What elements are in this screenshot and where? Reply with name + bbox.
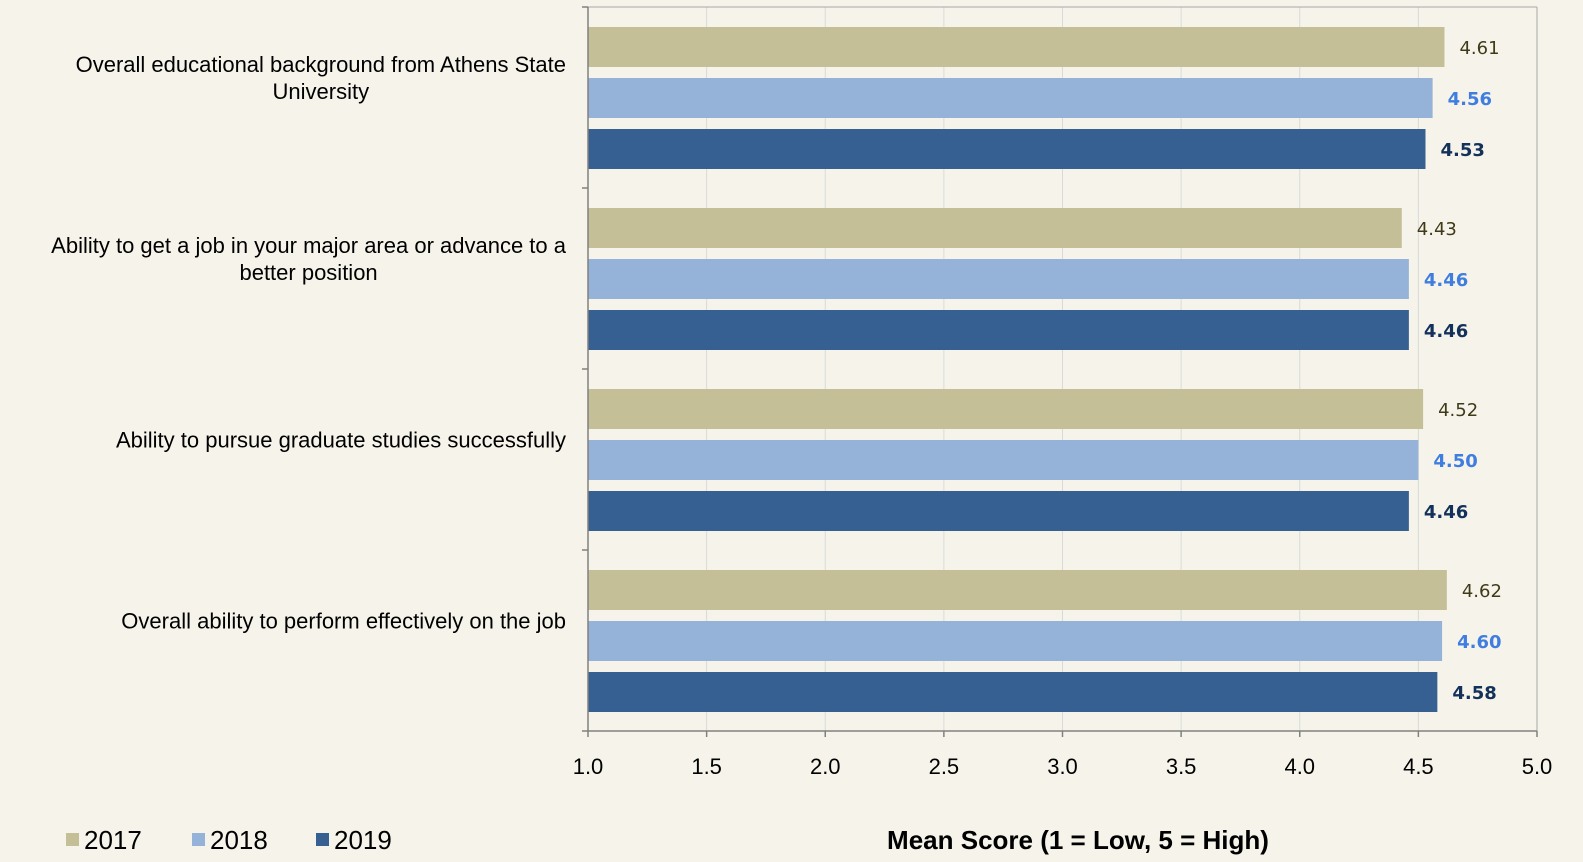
data-label: 4.62 xyxy=(1462,581,1502,602)
bar-2019 xyxy=(588,672,1438,712)
bar-2019 xyxy=(588,129,1426,169)
category-label-line: Ability to pursue graduate studies succe… xyxy=(116,428,566,453)
bar-2017 xyxy=(588,27,1445,67)
axes xyxy=(582,6,1538,737)
category-label: Ability to get a job in your major area … xyxy=(51,233,567,285)
x-tick-label: 2.5 xyxy=(929,754,960,779)
category-label: Ability to pursue graduate studies succe… xyxy=(116,428,566,453)
x-tick-label: 4.0 xyxy=(1284,754,1315,779)
legend-swatch-2018 xyxy=(192,833,205,846)
legend-swatch-2017 xyxy=(66,833,79,846)
category-labels: Overall educational background from Athe… xyxy=(51,52,567,634)
category-label-line: Ability to get a job in your major area … xyxy=(51,233,567,258)
data-label: 4.50 xyxy=(1433,451,1477,472)
x-axis-title: Mean Score (1 = Low, 5 = High) xyxy=(887,825,1269,855)
x-tick-label: 2.0 xyxy=(810,754,841,779)
data-label: 4.58 xyxy=(1452,683,1496,704)
legend: 2017 2018 2019 xyxy=(66,825,392,855)
legend-label: 2018 xyxy=(210,825,268,855)
category-label-line: Overall educational background from Athe… xyxy=(76,52,566,77)
legend-swatch-2019 xyxy=(316,833,329,846)
data-label: 4.60 xyxy=(1457,632,1501,653)
x-tick-label: 1.0 xyxy=(573,754,604,779)
data-label: 4.46 xyxy=(1424,502,1468,523)
category-label-line: better position xyxy=(239,260,377,285)
legend-label: 2019 xyxy=(334,825,392,855)
x-tick-label: 4.5 xyxy=(1403,754,1434,779)
category-label-line: University xyxy=(273,79,370,104)
data-labels: 4.61 4.56 4.53 4.43 4.46 4.46 4.52 4.50 4.46 4.62… xyxy=(1417,38,1502,704)
x-tick-labels: 1.0 1.5 2.0 2.5 3.0 3.5 4.0 4.5 5.0 xyxy=(573,754,1553,779)
x-tick-label: 3.5 xyxy=(1166,754,1197,779)
x-tick-label: 1.5 xyxy=(691,754,722,779)
data-label: 4.61 xyxy=(1459,38,1499,59)
data-label: 4.46 xyxy=(1424,321,1468,342)
legend-label: 2017 xyxy=(84,825,142,855)
x-tick-label: 3.0 xyxy=(1047,754,1078,779)
category-label: Overall educational background from Athe… xyxy=(76,52,566,104)
bar-2018 xyxy=(588,440,1419,480)
data-label: 4.56 xyxy=(1448,89,1492,110)
bar-2017 xyxy=(588,389,1424,429)
bar-2018 xyxy=(588,621,1443,661)
bar-2019 xyxy=(588,310,1409,350)
bar-2019 xyxy=(588,491,1409,531)
data-label: 4.46 xyxy=(1424,270,1468,291)
category-label: Overall ability to perform effectively o… xyxy=(121,609,566,634)
bar-2018 xyxy=(588,78,1433,118)
bar-2018 xyxy=(588,259,1409,299)
bar-2017 xyxy=(588,570,1447,610)
bars xyxy=(588,27,1447,712)
x-tick-label: 5.0 xyxy=(1522,754,1553,779)
data-label: 4.43 xyxy=(1417,219,1457,240)
data-label: 4.53 xyxy=(1440,140,1484,161)
data-label: 4.52 xyxy=(1438,400,1478,421)
bar-2017 xyxy=(588,208,1402,248)
category-label-line: Overall ability to perform effectively o… xyxy=(121,609,566,634)
